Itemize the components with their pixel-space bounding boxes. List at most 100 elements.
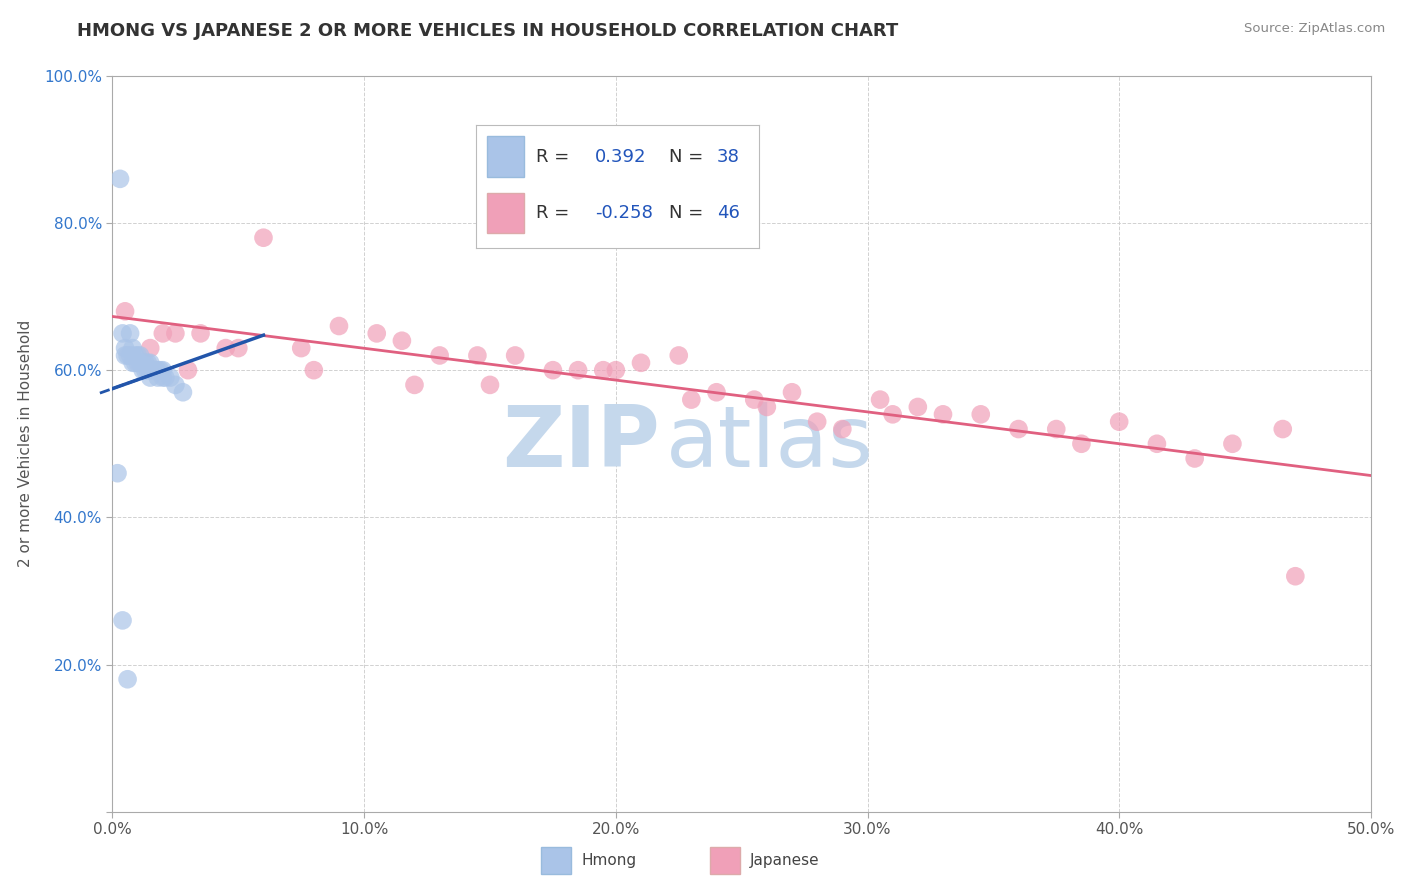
Point xyxy=(139,370,162,384)
Text: atlas: atlas xyxy=(666,402,875,485)
Point xyxy=(114,341,136,355)
Point xyxy=(127,356,149,370)
Point xyxy=(159,370,181,384)
Point xyxy=(1045,422,1067,436)
Point xyxy=(131,356,153,370)
Point xyxy=(831,422,853,436)
Point xyxy=(1222,436,1244,450)
Point xyxy=(129,356,152,370)
Point xyxy=(165,326,187,341)
Point xyxy=(404,378,426,392)
Text: R =: R = xyxy=(536,148,569,166)
Point xyxy=(780,385,803,400)
Point xyxy=(136,356,159,370)
Point xyxy=(1108,415,1130,429)
Point xyxy=(146,370,169,384)
Point xyxy=(1070,436,1092,450)
Point xyxy=(681,392,703,407)
Point xyxy=(907,400,929,414)
Point xyxy=(668,348,690,362)
Text: R =: R = xyxy=(536,204,569,222)
Text: N =: N = xyxy=(669,204,703,222)
Point xyxy=(117,348,139,362)
Point xyxy=(129,348,152,362)
FancyBboxPatch shape xyxy=(488,193,524,234)
Point xyxy=(605,363,627,377)
FancyBboxPatch shape xyxy=(541,847,571,874)
Point xyxy=(152,370,174,384)
Point xyxy=(541,363,564,377)
Point xyxy=(503,348,526,362)
Point xyxy=(146,363,169,377)
Point xyxy=(155,370,177,384)
Point xyxy=(478,378,502,392)
Point xyxy=(142,363,165,377)
Point xyxy=(139,341,162,355)
Text: ZIP: ZIP xyxy=(502,402,659,485)
Point xyxy=(1007,422,1029,436)
Text: Hmong: Hmong xyxy=(582,854,637,868)
Point xyxy=(290,341,312,355)
Point xyxy=(328,318,350,333)
Point xyxy=(108,171,131,186)
Text: HMONG VS JAPANESE 2 OR MORE VEHICLES IN HOUSEHOLD CORRELATION CHART: HMONG VS JAPANESE 2 OR MORE VEHICLES IN … xyxy=(77,22,898,40)
Point xyxy=(706,385,728,400)
Point xyxy=(1284,569,1306,583)
Text: 46: 46 xyxy=(717,204,740,222)
Point xyxy=(139,356,162,370)
Point xyxy=(139,363,162,377)
Point xyxy=(120,348,142,362)
Point xyxy=(252,230,274,244)
Text: 38: 38 xyxy=(717,148,740,166)
Point xyxy=(165,378,187,392)
FancyBboxPatch shape xyxy=(488,136,524,177)
Point xyxy=(121,341,143,355)
Point xyxy=(134,356,156,370)
Point xyxy=(366,326,388,341)
Point xyxy=(567,363,589,377)
Point xyxy=(120,326,142,341)
Point xyxy=(391,334,413,348)
Point xyxy=(970,407,993,422)
Point xyxy=(131,363,153,377)
Point xyxy=(111,326,134,341)
Point xyxy=(124,348,146,362)
Text: 0.392: 0.392 xyxy=(595,148,647,166)
Point xyxy=(742,392,765,407)
FancyBboxPatch shape xyxy=(710,847,740,874)
Point xyxy=(121,356,143,370)
Text: Japanese: Japanese xyxy=(751,854,820,868)
Point xyxy=(1146,436,1168,450)
Text: -0.258: -0.258 xyxy=(595,204,652,222)
Point xyxy=(107,466,129,480)
Point xyxy=(114,348,136,362)
Y-axis label: 2 or more Vehicles in Household: 2 or more Vehicles in Household xyxy=(18,320,32,567)
Point xyxy=(127,348,149,362)
Point xyxy=(172,385,194,400)
Point xyxy=(152,326,174,341)
Point xyxy=(1271,422,1294,436)
Point xyxy=(149,363,172,377)
Point xyxy=(124,356,146,370)
Point xyxy=(152,363,174,377)
Point xyxy=(177,363,200,377)
Point xyxy=(134,363,156,377)
Point xyxy=(467,348,489,362)
Point xyxy=(429,348,451,362)
Point xyxy=(228,341,250,355)
Point xyxy=(111,614,134,628)
Text: N =: N = xyxy=(669,148,703,166)
Point xyxy=(869,392,891,407)
Point xyxy=(215,341,238,355)
Point xyxy=(1184,451,1206,466)
Point xyxy=(592,363,614,377)
Point xyxy=(932,407,955,422)
Point xyxy=(136,363,159,377)
Text: Source: ZipAtlas.com: Source: ZipAtlas.com xyxy=(1244,22,1385,36)
Point xyxy=(630,356,652,370)
Point xyxy=(302,363,325,377)
Point xyxy=(143,363,166,377)
Point xyxy=(114,304,136,318)
Point xyxy=(190,326,212,341)
Point xyxy=(806,415,828,429)
